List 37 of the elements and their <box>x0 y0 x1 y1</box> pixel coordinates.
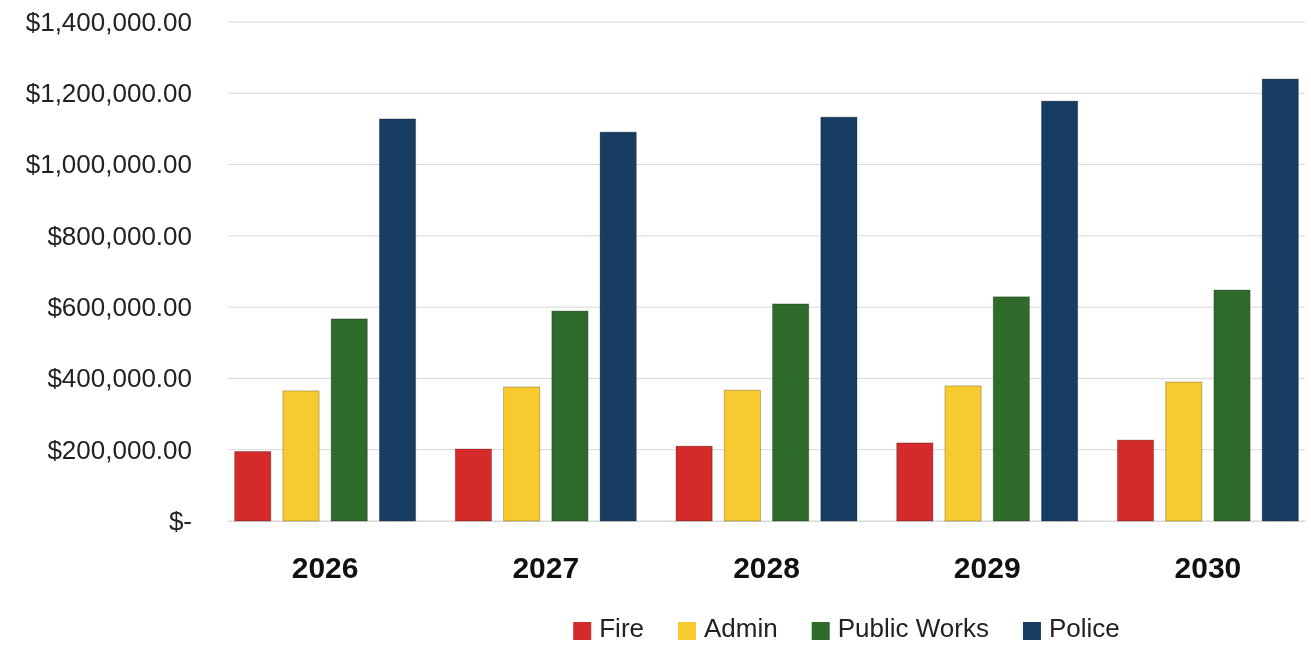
y-tick-label: $400,000.00 <box>47 363 192 394</box>
bar <box>820 116 858 522</box>
bar <box>282 390 320 522</box>
y-tick-label: $1,200,000.00 <box>25 78 192 109</box>
y-tick-label: $600,000.00 <box>47 291 192 322</box>
bar <box>896 442 934 522</box>
x-tick-label: 2030 <box>1174 551 1242 585</box>
x-tick-label: 2029 <box>953 551 1021 585</box>
bar <box>454 448 493 522</box>
x-tick-label: 2028 <box>733 551 800 585</box>
y-tick-label: $200,000.00 <box>47 434 192 465</box>
bar <box>378 118 417 522</box>
bar <box>1261 78 1299 522</box>
y-tick-label: $1,000,000.00 <box>25 149 192 180</box>
bar <box>1116 439 1155 522</box>
x-tick-label: 2027 <box>512 551 580 585</box>
bar <box>944 385 982 522</box>
bar <box>503 386 541 522</box>
bar <box>723 389 761 522</box>
bar <box>1040 100 1079 522</box>
y-tick-label: $1,400,000.00 <box>25 6 192 37</box>
y-tick-label: $- <box>168 505 192 536</box>
x-tick-label: 2026 <box>291 551 359 585</box>
bar <box>772 303 810 522</box>
bar <box>330 318 368 522</box>
bar <box>1165 381 1203 522</box>
y-tick-label: $800,000.00 <box>47 220 192 251</box>
legend-label: Public Works <box>837 613 989 643</box>
bar <box>599 131 637 522</box>
bar <box>551 310 589 522</box>
bar <box>675 445 713 522</box>
legend-label: Fire <box>599 613 645 643</box>
bar <box>1213 289 1251 522</box>
legend-label: Admin <box>704 613 778 643</box>
legend-label: Police <box>1048 613 1120 643</box>
bar <box>992 296 1030 522</box>
bar <box>234 451 272 522</box>
